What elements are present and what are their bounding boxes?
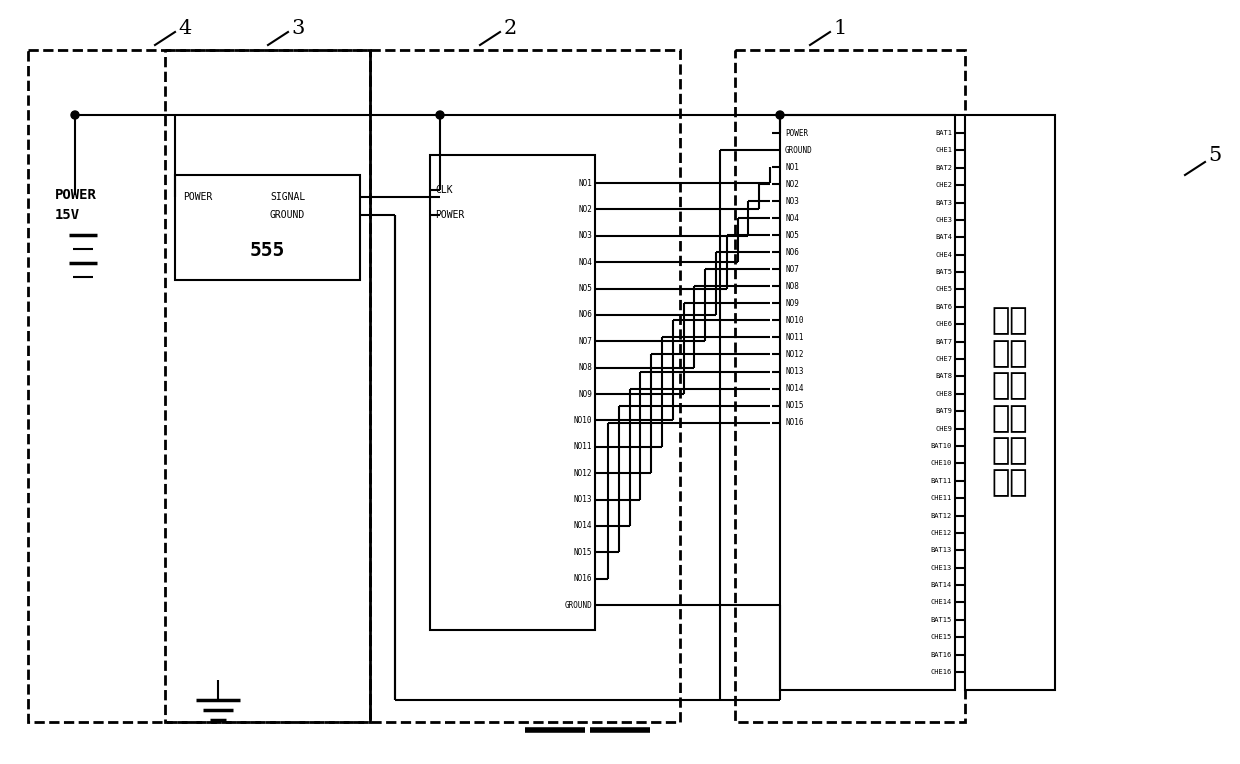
Text: BAT14: BAT14 [931, 582, 952, 588]
Text: 4: 4 [179, 18, 192, 37]
Text: CHE9: CHE9 [935, 426, 952, 432]
Text: CHE11: CHE11 [931, 495, 952, 501]
Text: BAT1: BAT1 [935, 130, 952, 136]
Text: POWER: POWER [55, 188, 97, 202]
Text: BAT3: BAT3 [935, 199, 952, 206]
Text: BAT6: BAT6 [935, 304, 952, 310]
Text: BAT7: BAT7 [935, 338, 952, 345]
Bar [175, 175, 360, 280]
Text: CLK: CLK [435, 185, 453, 195]
Text: CHE7: CHE7 [935, 356, 952, 362]
Bar [735, 50, 965, 722]
Text: GROUND: GROUND [785, 145, 812, 154]
Text: GROUND: GROUND [270, 210, 305, 220]
Text: CHE2: CHE2 [935, 182, 952, 188]
Text: NO10: NO10 [785, 316, 804, 325]
Text: 2: 2 [503, 18, 517, 37]
Bar [29, 50, 370, 722]
Text: NO9: NO9 [785, 299, 799, 308]
Text: NO6: NO6 [785, 248, 799, 257]
Text: NO1: NO1 [785, 163, 799, 172]
Text: 3: 3 [291, 18, 305, 37]
Text: CHE16: CHE16 [931, 669, 952, 675]
Text: NO15: NO15 [785, 401, 804, 410]
Text: POWER: POWER [435, 210, 464, 220]
Text: NO4: NO4 [578, 257, 591, 267]
Text: NO7: NO7 [785, 265, 799, 274]
Text: BAT9: BAT9 [935, 408, 952, 414]
Text: 5: 5 [1208, 145, 1221, 164]
Circle shape [776, 111, 784, 119]
Text: NO9: NO9 [578, 390, 591, 399]
Text: NO4: NO4 [785, 214, 799, 222]
Text: CHE8: CHE8 [935, 391, 952, 397]
Text: GROUND: GROUND [564, 601, 591, 610]
Text: BAT5: BAT5 [935, 269, 952, 275]
Text: 1: 1 [833, 18, 847, 37]
Text: BAT12: BAT12 [931, 513, 952, 519]
Text: BAT16: BAT16 [931, 652, 952, 658]
Text: NO7: NO7 [578, 337, 591, 346]
Text: SIGNAL: SIGNAL [270, 192, 305, 202]
Text: NO14: NO14 [785, 384, 804, 393]
Text: NO15: NO15 [573, 548, 591, 557]
Text: NO12: NO12 [785, 350, 804, 359]
Text: NO8: NO8 [785, 282, 799, 291]
Bar [165, 50, 370, 722]
Text: NO13: NO13 [573, 495, 591, 504]
Text: NO8: NO8 [578, 363, 591, 372]
Circle shape [71, 111, 79, 119]
Text: CHE14: CHE14 [931, 600, 952, 605]
Text: NO5: NO5 [785, 231, 799, 240]
Text: NO5: NO5 [578, 284, 591, 293]
Text: NO10: NO10 [573, 416, 591, 425]
Text: CHE4: CHE4 [935, 251, 952, 257]
Text: 555: 555 [249, 241, 285, 260]
Text: NO16: NO16 [785, 418, 804, 427]
Text: 15V: 15V [55, 208, 81, 222]
Text: NO16: NO16 [573, 574, 591, 583]
Bar [430, 155, 595, 630]
Text: CHE1: CHE1 [935, 147, 952, 154]
Text: NO2: NO2 [785, 180, 799, 189]
Circle shape [436, 111, 444, 119]
Bar [780, 115, 955, 690]
Text: BAT4: BAT4 [935, 235, 952, 241]
Text: CHE6: CHE6 [935, 321, 952, 327]
Text: NO6: NO6 [578, 310, 591, 319]
Text: NO11: NO11 [785, 333, 804, 342]
Text: CHE5: CHE5 [935, 286, 952, 293]
Text: BAT11: BAT11 [931, 478, 952, 484]
Text: BAT15: BAT15 [931, 617, 952, 623]
Text: CHE15: CHE15 [931, 634, 952, 640]
Bar [965, 115, 1055, 690]
Text: CHE3: CHE3 [935, 217, 952, 223]
Text: NO3: NO3 [785, 196, 799, 206]
Text: CHE13: CHE13 [931, 565, 952, 571]
Text: NO13: NO13 [785, 367, 804, 376]
Text: NO12: NO12 [573, 468, 591, 478]
Text: CHE12: CHE12 [931, 530, 952, 536]
Text: POWER: POWER [184, 192, 212, 202]
Text: BAT2: BAT2 [935, 165, 952, 171]
Text: NO11: NO11 [573, 442, 591, 452]
Text: BAT8: BAT8 [935, 374, 952, 380]
Text: POWER: POWER [785, 128, 808, 138]
Bar [370, 50, 680, 722]
Text: NO14: NO14 [573, 521, 591, 530]
Text: NO1: NO1 [578, 179, 591, 187]
Text: CHE10: CHE10 [931, 461, 952, 466]
Text: BAT10: BAT10 [931, 443, 952, 449]
Text: 包括
有多
个电
池单
体的
电池: 包括 有多 个电 池单 体的 电池 [992, 306, 1028, 497]
Text: BAT13: BAT13 [931, 547, 952, 553]
Text: NO3: NO3 [578, 231, 591, 240]
Text: NO2: NO2 [578, 205, 591, 214]
